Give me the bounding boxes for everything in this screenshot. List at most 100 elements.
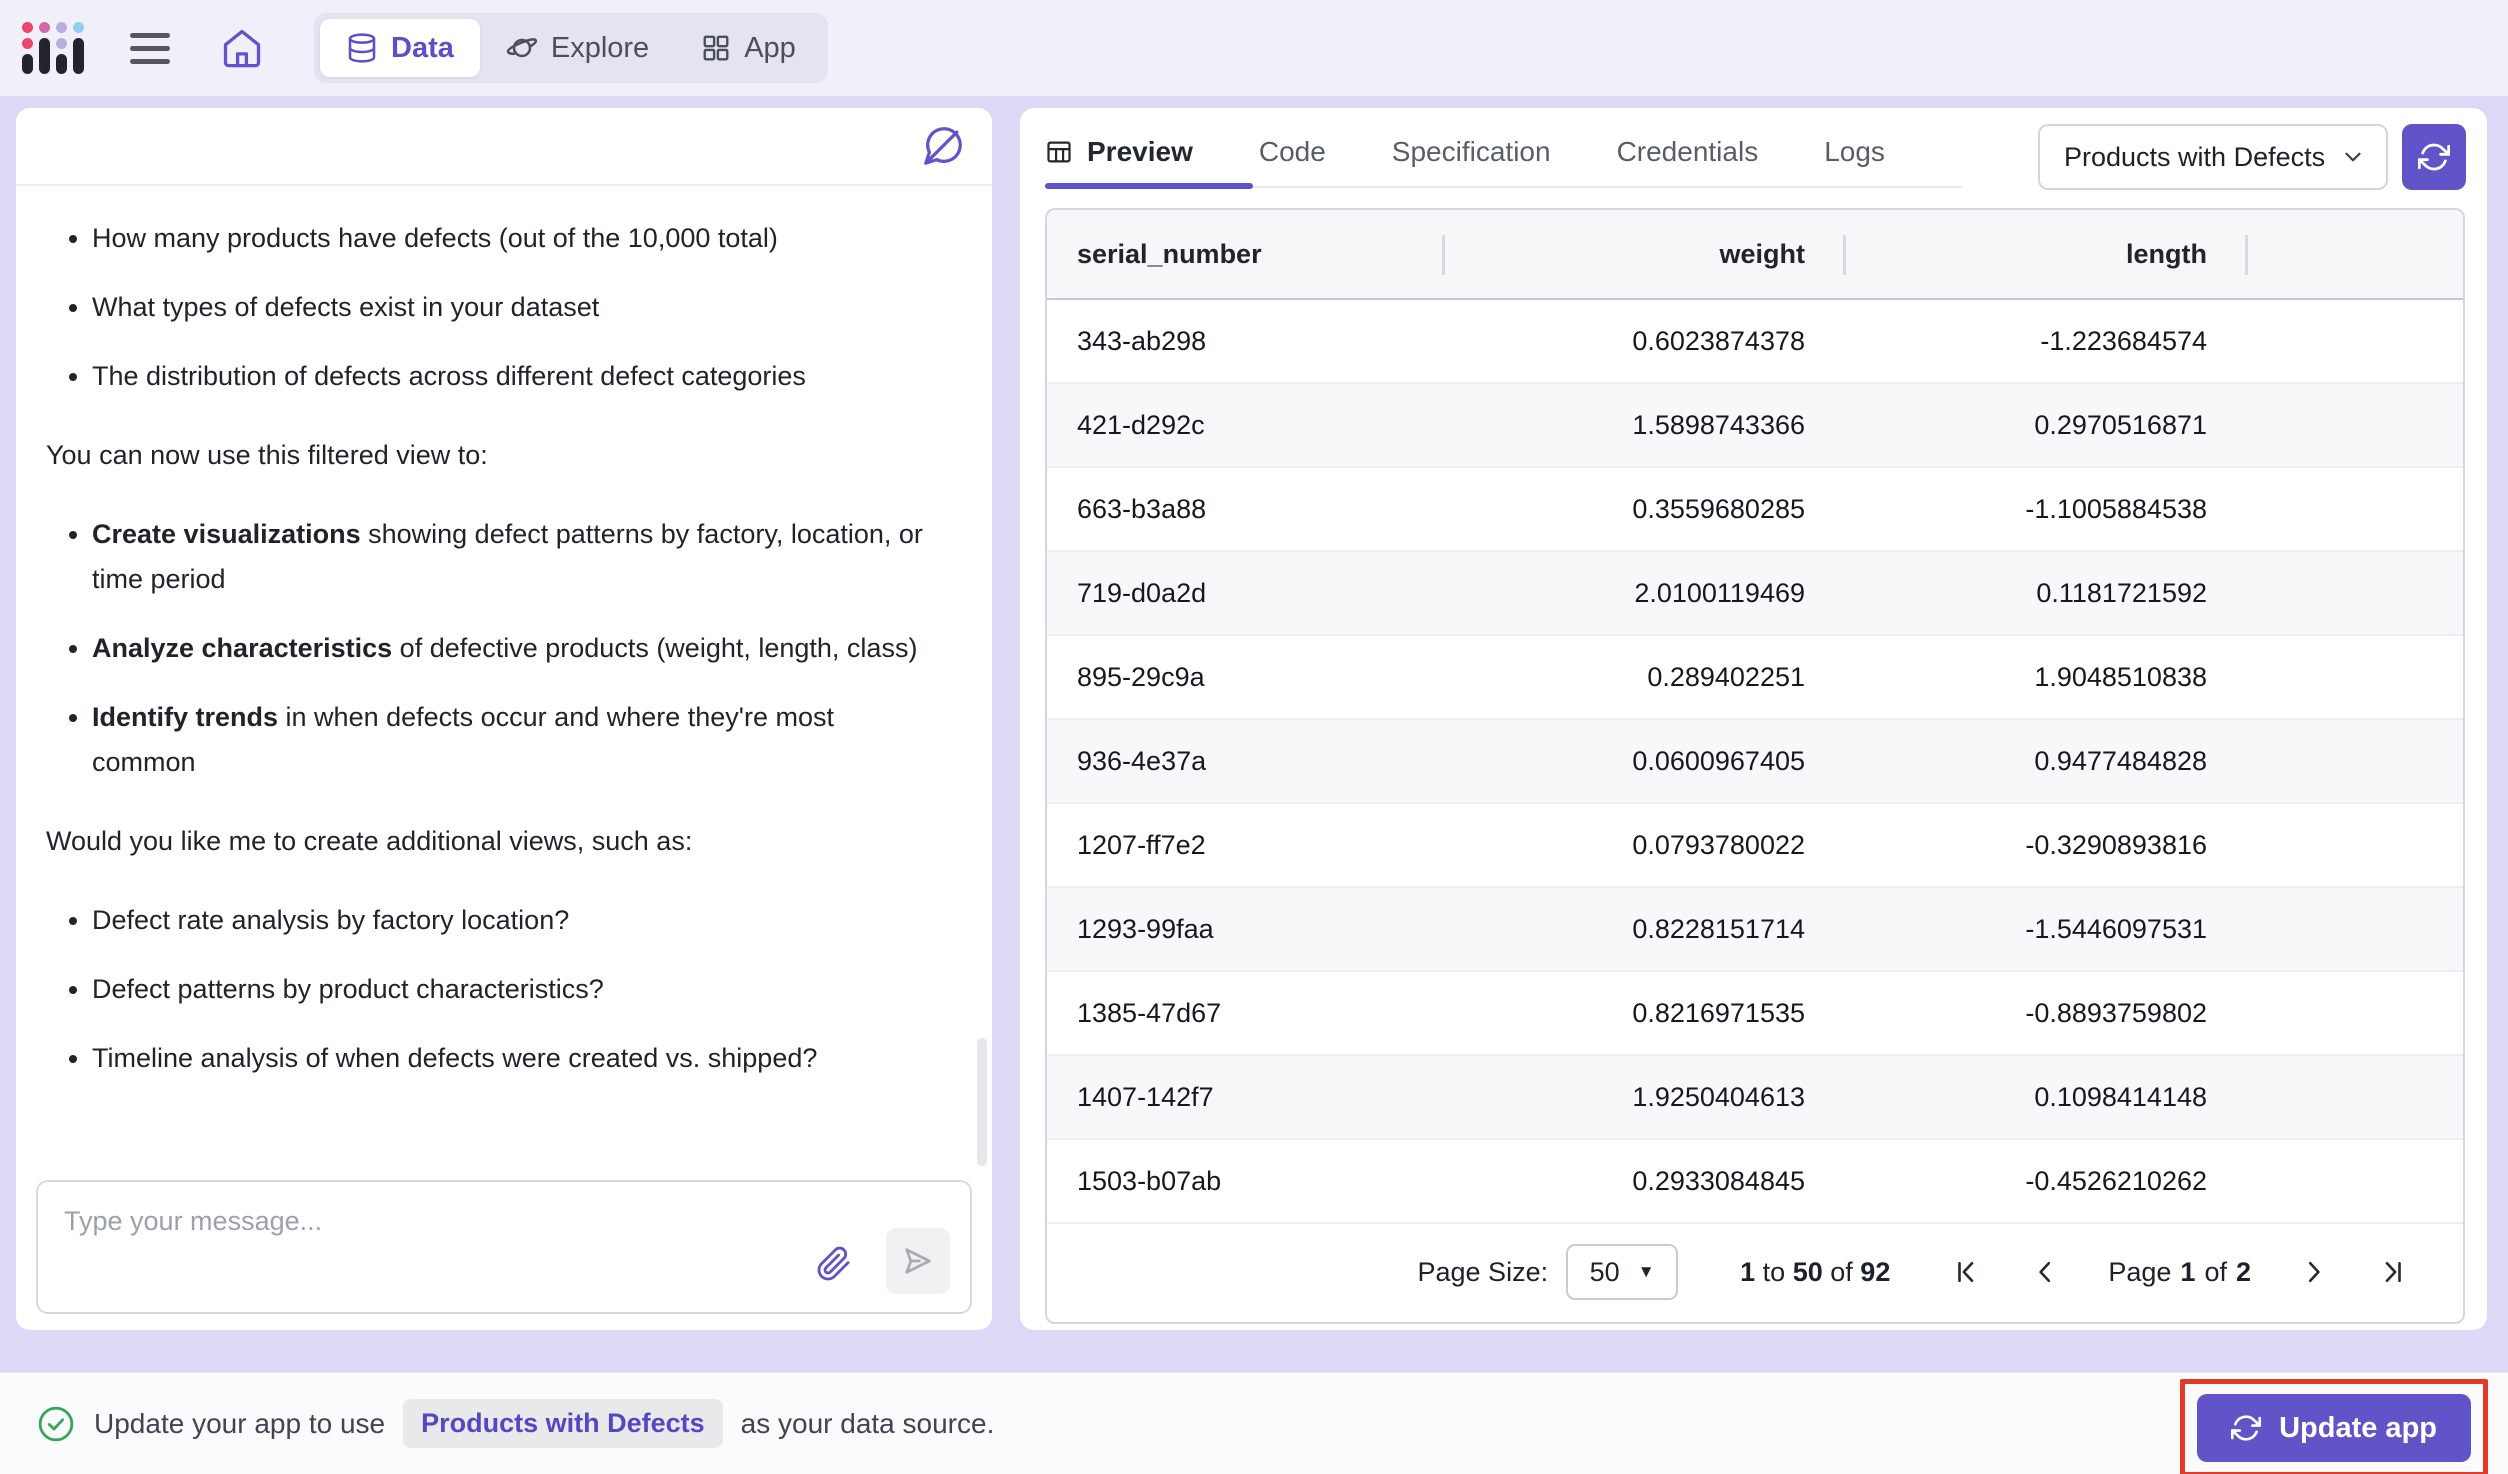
table-row: 1385-47d67 0.8216971535 -0.8893759802 [1047, 972, 2463, 1056]
column-resize-handle[interactable] [1843, 235, 1846, 275]
page-size-value: 50 [1589, 1256, 1620, 1287]
bullet-text: showing defect patterns by factory, loca… [92, 519, 923, 594]
cell-length: -0.3290893816 [2025, 829, 2207, 860]
current-page: 1 [2180, 1256, 2196, 1287]
first-page-button[interactable] [1952, 1257, 1982, 1287]
app-logo[interactable] [22, 22, 84, 74]
home-icon[interactable] [220, 26, 264, 70]
chat-disabled-icon[interactable] [920, 123, 966, 169]
range-from: 1 [1740, 1256, 1756, 1287]
logo-column [56, 22, 67, 74]
logo-column [39, 22, 50, 74]
cell-weight: 1.5898743366 [1632, 409, 1805, 440]
page-word: Page [2108, 1256, 2172, 1287]
cell-serial-number: 421-d292c [1077, 409, 1205, 440]
table-header-row: serial_number weight length [1047, 210, 2463, 300]
tabs-divider [1045, 186, 1963, 188]
table-row: 1503-b07ab 0.2933084845 -0.4526210262 [1047, 1140, 2463, 1224]
tab-data[interactable]: Data [320, 19, 480, 77]
cell-serial-number: 1407-142f7 [1077, 1081, 1214, 1112]
dataset-selector[interactable]: Products with Defects [2038, 124, 2388, 190]
tab-code[interactable]: Code [1258, 136, 1326, 167]
chat-panel-header [16, 108, 992, 186]
tab-data-label: Data [391, 31, 454, 64]
cell-serial-number: 1385-47d67 [1077, 997, 1222, 1028]
list-item: How many products have defects (out of t… [92, 216, 932, 261]
tab-explore[interactable]: Explore [480, 19, 675, 77]
tab-logs[interactable]: Logs [1824, 136, 1885, 167]
send-icon [901, 1244, 935, 1278]
column-header-weight: weight [1719, 238, 1806, 269]
data-table: serial_number weight length 343-ab298 0.… [1045, 208, 2465, 1324]
cell-serial-number: 663-b3a88 [1077, 493, 1207, 524]
cell-serial-number: 719-d0a2d [1077, 577, 1207, 608]
cell-weight: 0.289402251 [1647, 661, 1805, 692]
row-range-text: 1 to 50 of 92 [1740, 1257, 1890, 1288]
column-resize-handle[interactable] [2245, 235, 2248, 275]
menu-icon[interactable] [130, 32, 170, 64]
list-item: Analyze characteristics of defective pro… [92, 626, 932, 671]
next-page-button[interactable] [2299, 1257, 2329, 1287]
view-switcher: Data Explore App [314, 13, 828, 83]
last-page-button[interactable] [2377, 1257, 2407, 1287]
table-row: 1207-ff7e2 0.0793780022 -0.3290893816 [1047, 804, 2463, 888]
column-resize-handle[interactable] [1442, 235, 1445, 275]
dataset-selector-value: Products with Defects [2064, 141, 2326, 172]
table-row: 1293-99faa 0.8228151714 -1.5446097531 [1047, 888, 2463, 972]
page-size-select[interactable]: 50 ▼ [1566, 1244, 1679, 1300]
send-button[interactable] [886, 1228, 950, 1294]
status-text-prefix: Update your app to use [94, 1407, 386, 1439]
message-input[interactable] [62, 1194, 702, 1248]
bullet-text: in when defects occur and where they're … [92, 702, 834, 777]
cell-weight: 1.9250404613 [1632, 1081, 1805, 1112]
cell-weight: 0.2933084845 [1632, 1165, 1805, 1196]
cell-length: -1.5446097531 [2025, 913, 2207, 944]
list-item: Defect rate analysis by factory location… [92, 898, 932, 943]
refresh-dataset-button[interactable] [2402, 124, 2466, 190]
cell-serial-number: 936-4e37a [1077, 745, 1207, 776]
chat-bullet-list: How many products have defects (out of t… [46, 216, 932, 399]
active-tab-indicator [1045, 183, 1253, 189]
data-panel: Preview Code Specification Credentials L… [1020, 108, 2487, 1330]
range-to: 50 [1792, 1256, 1823, 1287]
cell-length: 0.9477484828 [2034, 745, 2207, 776]
dataset-badge: Products with Defects [403, 1399, 723, 1448]
cell-length: -0.4526210262 [2025, 1165, 2207, 1196]
page-indicator: Page 1 of 2 [2108, 1257, 2251, 1288]
attachment-icon[interactable] [816, 1246, 852, 1282]
tab-preview-label: Preview [1087, 136, 1193, 167]
column-header-length: length [2126, 238, 2207, 269]
cell-serial-number: 343-ab298 [1077, 325, 1207, 356]
bullet-text: of defective products (weight, length, c… [392, 633, 918, 663]
tab-app[interactable]: App [675, 19, 822, 77]
cell-weight: 0.0600967405 [1632, 745, 1805, 776]
chat-scrollbar[interactable] [977, 1038, 987, 1166]
bullet-bold-text: Analyze characteristics [92, 633, 393, 663]
caret-down-icon: ▼ [1637, 1262, 1655, 1281]
tab-credentials[interactable]: Credentials [1616, 136, 1759, 167]
data-panel-tabs: Preview Code Specification Credentials L… [1045, 120, 1885, 184]
tab-explore-label: Explore [550, 31, 650, 64]
cell-length: 1.9048510838 [2034, 661, 2207, 692]
bullet-bold-text: Create visualizations [92, 519, 361, 549]
table-row: 1407-142f7 1.9250404613 0.1098414148 [1047, 1056, 2463, 1140]
chevron-down-icon [2340, 144, 2366, 170]
bullet-bold-text: Identify trends [92, 702, 279, 732]
table-row: 663-b3a88 0.3559680285 -1.1005884538 [1047, 468, 2463, 552]
pagination-bar: Page Size: 50 ▼ 1 to 50 of 92 [1047, 1224, 2463, 1320]
cell-weight: 0.8228151714 [1632, 913, 1805, 944]
range-of-word: of [1830, 1256, 1853, 1287]
update-app-button[interactable]: Update app [2197, 1394, 2471, 1462]
grid-icon [701, 33, 731, 63]
update-app-label: Update app [2279, 1411, 2437, 1444]
cell-serial-number: 895-29c9a [1077, 661, 1205, 692]
cell-weight: 0.0793780022 [1632, 829, 1805, 860]
chat-bullet-list: Create visualizations showing defect pat… [46, 512, 932, 785]
cell-length: -0.8893759802 [2025, 997, 2207, 1028]
column-header-serial-number: serial_number [1077, 238, 1262, 269]
tab-specification[interactable]: Specification [1391, 136, 1551, 167]
cell-weight: 0.3559680285 [1632, 493, 1805, 524]
tab-preview[interactable]: Preview [1045, 136, 1193, 168]
previous-page-button[interactable] [2030, 1257, 2060, 1287]
